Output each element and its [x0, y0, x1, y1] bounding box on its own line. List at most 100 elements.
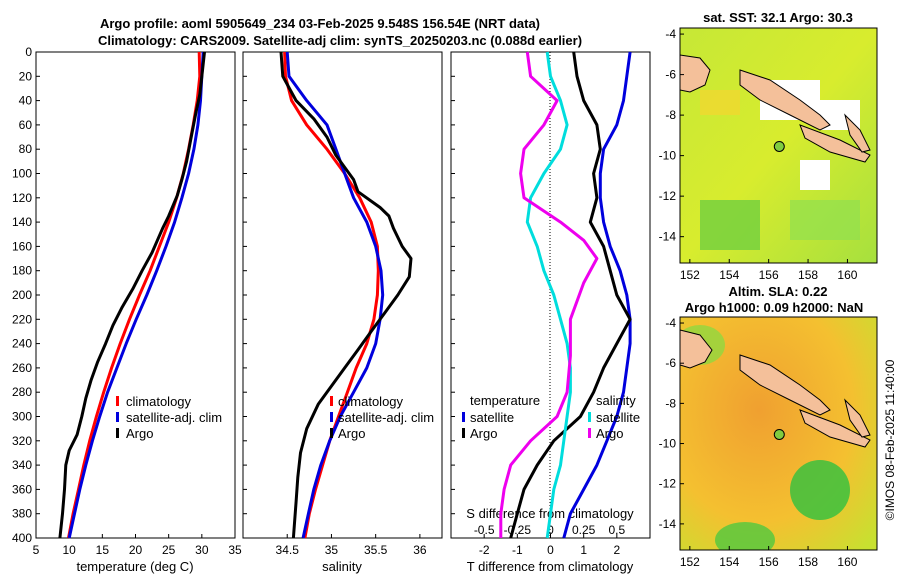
map-y-tick-label: -12: [659, 189, 677, 203]
figure-title-line1: Argo profile: aoml 5905649_234 03-Feb-20…: [100, 16, 540, 31]
land-polygon: [680, 54, 711, 93]
legend-swatch-satellite: [330, 412, 333, 422]
map-y-tick-label: -6: [665, 356, 676, 370]
legend-swatch-argo: [330, 428, 333, 438]
map-y-tick-label: -10: [659, 149, 677, 163]
legend-label-s-argo: Argo: [596, 426, 623, 441]
map-x-tick-label: 158: [798, 268, 818, 282]
s-tick-label: 0.5: [608, 523, 625, 537]
sla-low-patch: [790, 460, 850, 520]
series-line-satellite-adj-clim: [67, 51, 205, 539]
land-polygon: [739, 354, 831, 416]
series-line-s-satellite: [525, 51, 572, 539]
legend-swatch-t-argo: [462, 428, 465, 438]
difference-panel: T difference from climatology S differen…: [450, 51, 651, 574]
imos-credit: ©IMOS 08-Feb-2025 11:40:00: [883, 359, 897, 520]
map-x-tick-label: 152: [680, 555, 700, 569]
y-tick-label: 120: [12, 191, 32, 205]
y-tick-label: 180: [12, 264, 32, 278]
legend-swatch-s-satellite: [588, 412, 591, 422]
y-tick-label: 140: [12, 215, 32, 229]
x-tick-label: 36: [413, 543, 427, 557]
map-x-tick-label: 160: [837, 555, 857, 569]
land-polygon: [844, 113, 871, 153]
series-line-satellite-adj-clim: [285, 51, 385, 539]
map-y-tick-label: -10: [659, 437, 677, 451]
legend-swatch-climatology: [116, 396, 119, 406]
legend-swatch-s-argo: [588, 428, 591, 438]
series-line-argo: [58, 51, 206, 539]
y-tick-label: 280: [12, 385, 32, 399]
sst-map-title: sat. SST: 32.1 Argo: 30.3: [703, 10, 853, 25]
series-line-argo: [279, 51, 413, 539]
y-tick-label: 0: [25, 45, 32, 59]
legend-label-climatology: climatology: [126, 394, 192, 409]
y-tick-label: 160: [12, 239, 32, 253]
temperature-xlabel: temperature (deg C): [76, 559, 193, 574]
temperature-legend: climatology satellite-adj. clim Argo: [116, 394, 222, 441]
x-tick-label: 5: [33, 543, 40, 557]
sst-map-frame: [679, 27, 878, 264]
y-tick-label: 60: [19, 118, 33, 132]
map-y-tick-label: -14: [659, 517, 677, 531]
y-tick-label: 360: [12, 482, 32, 496]
sla-map-frame: [679, 316, 878, 551]
legend-label-climatology: climatology: [338, 394, 404, 409]
difference-legend: temperature satellite Argo salinity sate…: [462, 393, 640, 441]
map-x-tick-label: 154: [719, 268, 739, 282]
legend-label-t-satellite: satellite: [470, 410, 514, 425]
sst-cloud-gap: [800, 160, 830, 190]
x-tick-label: 10: [62, 543, 76, 557]
x-tick-label: 1: [580, 543, 587, 557]
y-tick-label: 260: [12, 361, 32, 375]
sla-low-patch: [715, 522, 775, 550]
map-y-tick-label: -14: [659, 230, 677, 244]
map-x-tick-label: 158: [798, 555, 818, 569]
argo-location-marker: [773, 428, 785, 440]
legend-label-t-argo: Argo: [470, 426, 497, 441]
temperature-panel: temperature (deg C) 5 10 15 20 25 30 35 0 20 40 60…: [12, 45, 242, 574]
map-y-tick-label: -4: [665, 316, 676, 330]
y-tick-label: 20: [19, 69, 33, 83]
sla-map-title: Altim. SLA: 0.22: [729, 284, 828, 299]
land-polygon: [799, 409, 871, 448]
legend-label-s-satellite: satellite: [596, 410, 640, 425]
sst-cool-patch: [700, 200, 760, 250]
legend-title-temperature: temperature: [470, 393, 540, 408]
legend-swatch-argo: [116, 428, 119, 438]
legend-swatch-t-satellite: [462, 412, 465, 422]
y-tick-label: 340: [12, 458, 32, 472]
y-tick-label: 40: [19, 94, 33, 108]
legend-swatch-climatology: [330, 396, 333, 406]
y-tick-label: 380: [12, 507, 32, 521]
land-polygon: [799, 124, 871, 163]
map-y-tick-label: -8: [665, 108, 676, 122]
x-tick-label: 25: [162, 543, 176, 557]
s-tick-label: 0.25: [572, 523, 596, 537]
s-tick-label: -0.5: [474, 523, 495, 537]
legend-label-argo: Argo: [338, 426, 365, 441]
map-x-tick-label: 156: [759, 268, 779, 282]
map-y-tick-label: -4: [665, 27, 676, 41]
legend-label-argo: Argo: [126, 426, 153, 441]
sla-map-subtitle: Argo h1000: 0.09 h2000: NaN: [685, 300, 863, 315]
x-tick-label: 15: [96, 543, 110, 557]
map-x-tick-label: 156: [759, 555, 779, 569]
sst-warm-patch: [700, 90, 740, 115]
x-tick-label: 30: [195, 543, 209, 557]
s-tick-label: 0: [547, 523, 554, 537]
map-x-tick-label: 160: [837, 268, 857, 282]
y-tick-label: 300: [12, 410, 32, 424]
legend-swatch-satellite: [116, 412, 119, 422]
map-x-tick-label: 154: [719, 555, 739, 569]
y-tick-label: 80: [19, 142, 33, 156]
y-tick-label: 100: [12, 167, 32, 181]
y-tick-label: 400: [12, 531, 32, 545]
y-tick-label: 320: [12, 434, 32, 448]
sla-map-panel: Altim. SLA: 0.22 Argo h1000: 0.09 h2000:…: [659, 284, 878, 569]
salinity-panel: salinity 34.5 35 35.5 36 climatology satell…: [242, 51, 443, 574]
land-polygon: [680, 329, 713, 369]
legend-label-satellite: satellite-adj. clim: [126, 410, 222, 425]
